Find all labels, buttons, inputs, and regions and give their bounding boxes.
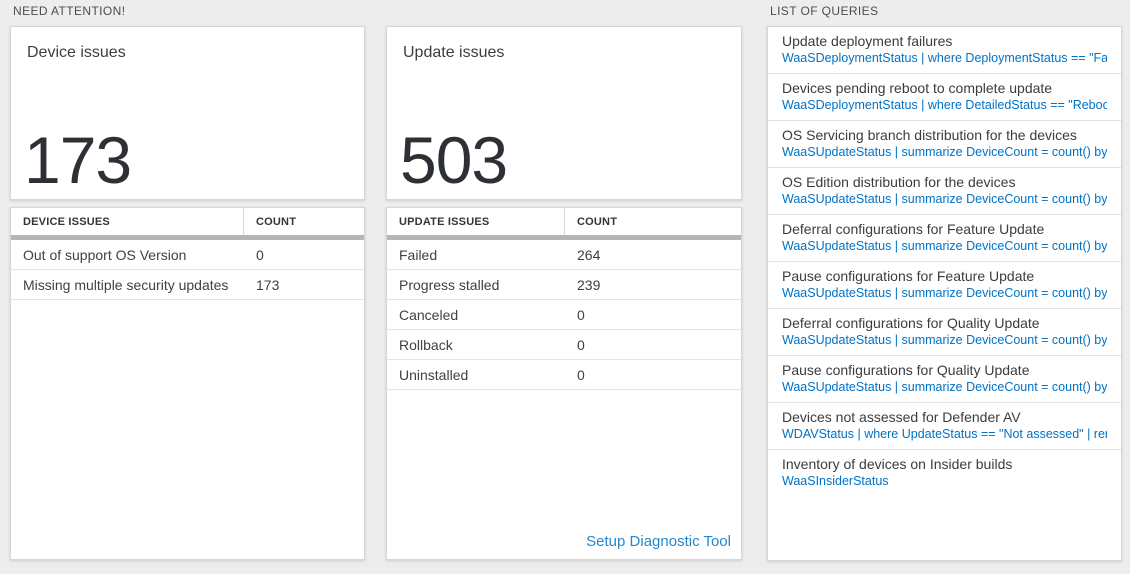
update-issues-column-header: UPDATE ISSUES: [387, 208, 565, 235]
list-of-queries-panel: Update deployment failures WaaSDeploymen…: [767, 26, 1122, 561]
device-issues-column-header: DEVICE ISSUES: [11, 208, 244, 235]
update-issues-count: 503: [400, 123, 508, 197]
query-title: Update deployment failures: [782, 33, 953, 49]
row-count: 239: [577, 276, 601, 293]
row-label: Uninstalled: [399, 366, 469, 383]
table-row[interactable]: Out of support OS Version 0: [11, 240, 364, 270]
query-text[interactable]: WaaSDeploymentStatus | where DetailedSta…: [782, 98, 1107, 112]
row-count: 264: [577, 246, 601, 263]
query-text[interactable]: WDAVStatus | where UpdateStatus == "Not …: [782, 427, 1107, 441]
query-list-item[interactable]: OS Edition distribution for the devices …: [768, 168, 1121, 215]
count-column-header: COUNT: [256, 215, 297, 228]
query-text[interactable]: WaaSUpdateStatus | summarize DeviceCount…: [782, 239, 1107, 253]
device-issues-title: Device issues: [27, 44, 126, 61]
query-text[interactable]: WaaSUpdateStatus | summarize DeviceCount…: [782, 145, 1107, 159]
query-text[interactable]: WaaSUpdateStatus | summarize DeviceCount…: [782, 286, 1107, 300]
device-issues-table: DEVICE ISSUES COUNT Out of support OS Ve…: [10, 207, 365, 560]
query-list-item[interactable]: OS Servicing branch distribution for the…: [768, 121, 1121, 168]
query-text[interactable]: WaaSUpdateStatus | summarize DeviceCount…: [782, 333, 1107, 347]
row-count: 0: [577, 336, 585, 353]
query-list-item[interactable]: Inventory of devices on Insider builds W…: [768, 450, 1121, 497]
row-count: 0: [577, 366, 585, 383]
table-header-row: DEVICE ISSUES COUNT: [11, 208, 364, 235]
table-row[interactable]: Progress stalled 239: [387, 270, 741, 300]
table-header-bar: [387, 235, 741, 240]
device-issues-count: 173: [24, 123, 132, 197]
row-label: Out of support OS Version: [23, 246, 187, 263]
query-list-item[interactable]: Pause configurations for Feature Update …: [768, 262, 1121, 309]
query-list-item[interactable]: Deferral configurations for Quality Upda…: [768, 309, 1121, 356]
query-title: OS Edition distribution for the devices: [782, 174, 1016, 190]
table-row[interactable]: Canceled 0: [387, 300, 741, 330]
row-count: 0: [256, 246, 264, 263]
count-column-header: COUNT: [577, 215, 618, 228]
table-header-bar: [11, 235, 364, 240]
query-list-item[interactable]: Deferral configurations for Feature Upda…: [768, 215, 1121, 262]
setup-diagnostic-tool-link[interactable]: Setup Diagnostic Tool: [586, 533, 731, 550]
query-title: Inventory of devices on Insider builds: [782, 456, 1013, 472]
update-issues-table: UPDATE ISSUES COUNT Failed 264 Progress …: [386, 207, 742, 560]
row-label: Canceled: [399, 306, 459, 323]
query-title: Pause configurations for Quality Update: [782, 362, 1030, 378]
row-label: Progress stalled: [399, 276, 500, 293]
table-row[interactable]: Uninstalled 0: [387, 360, 741, 390]
query-list-item[interactable]: Devices not assessed for Defender AV WDA…: [768, 403, 1121, 450]
query-text[interactable]: WaaSInsiderStatus: [782, 474, 889, 488]
query-title: Deferral configurations for Quality Upda…: [782, 315, 1040, 331]
row-label: Rollback: [399, 336, 453, 353]
query-text[interactable]: WaaSUpdateStatus | summarize DeviceCount…: [782, 380, 1107, 394]
query-text[interactable]: WaaSDeploymentStatus | where DeploymentS…: [782, 51, 1107, 65]
query-title: Devices pending reboot to complete updat…: [782, 80, 1053, 96]
table-row[interactable]: Missing multiple security updates 173: [11, 270, 364, 300]
table-header-row: UPDATE ISSUES COUNT: [387, 208, 741, 235]
row-label: Failed: [399, 246, 438, 263]
query-title: Pause configurations for Feature Update: [782, 268, 1035, 284]
row-label: Missing multiple security updates: [23, 276, 229, 293]
query-title: Deferral configurations for Feature Upda…: [782, 221, 1045, 237]
query-text[interactable]: WaaSUpdateStatus | summarize DeviceCount…: [782, 192, 1107, 206]
update-issues-title: Update issues: [403, 44, 505, 61]
row-count: 0: [577, 306, 585, 323]
query-title: OS Servicing branch distribution for the…: [782, 127, 1077, 143]
query-list-item[interactable]: Pause configurations for Quality Update …: [768, 356, 1121, 403]
row-count: 173: [256, 276, 280, 293]
query-title: Devices not assessed for Defender AV: [782, 409, 1021, 425]
table-row[interactable]: Rollback 0: [387, 330, 741, 360]
query-list-item[interactable]: Devices pending reboot to complete updat…: [768, 74, 1121, 121]
need-attention-section-label: NEED ATTENTION!: [13, 4, 126, 18]
list-of-queries-section-label: LIST OF QUERIES: [770, 4, 879, 18]
device-issues-tile[interactable]: Device issues 173: [10, 26, 365, 200]
query-list-item[interactable]: Update deployment failures WaaSDeploymen…: [768, 27, 1121, 74]
table-row[interactable]: Failed 264: [387, 240, 741, 270]
update-issues-tile[interactable]: Update issues 503: [386, 26, 742, 200]
